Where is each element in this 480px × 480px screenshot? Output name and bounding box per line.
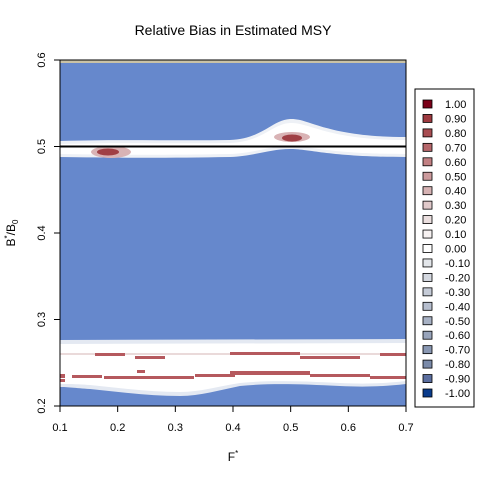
chart-title: Relative Bias in Estimated MSY	[135, 22, 333, 38]
bias-patch-left-core	[97, 148, 119, 156]
legend-swatch	[422, 359, 433, 369]
legend-swatch	[422, 374, 433, 383]
bias-streak	[230, 352, 300, 355]
legend-swatch	[422, 128, 433, 138]
legend-label: 1.00	[445, 99, 466, 111]
legend-label: -0.30	[445, 287, 470, 299]
legend-swatch	[422, 229, 433, 239]
legend-label: -0.20	[445, 272, 470, 284]
bias-streak	[135, 356, 165, 359]
legend-swatch	[422, 316, 433, 326]
bias-streak	[72, 375, 102, 378]
legend-swatch	[422, 258, 433, 268]
legend-label: 0.40	[445, 186, 466, 198]
bias-patch-right-core	[282, 134, 302, 142]
bias-streak	[137, 370, 145, 373]
bias-streak	[60, 379, 65, 382]
legend-label: 0.10	[445, 229, 466, 241]
legend-label: -0.10	[445, 258, 470, 270]
legend-swatch	[422, 142, 433, 152]
legend-swatch	[422, 244, 433, 253]
legend-swatch	[422, 215, 433, 225]
bias-streak	[60, 374, 65, 378]
bias-streak	[370, 376, 406, 379]
legend-swatch	[422, 114, 433, 123]
legend-swatch	[422, 388, 433, 398]
bias-streak	[230, 371, 310, 375]
x-tick-label: 0.6	[341, 422, 356, 434]
legend-label: -0.70	[445, 345, 470, 357]
legend-swatch	[422, 272, 433, 282]
legend-label: 0.80	[445, 128, 466, 140]
x-tick-label: 0.4	[225, 422, 240, 434]
x-axis-label-superscript: *	[235, 449, 238, 458]
legend-label: -1.00	[445, 388, 470, 400]
x-tick-label: 0.2	[110, 422, 125, 434]
legend-label: -0.50	[445, 316, 470, 328]
legend-swatch	[422, 287, 433, 297]
y-tick-label: 0.5	[36, 139, 48, 154]
legend-label: 0.30	[445, 200, 466, 212]
bias-streak	[195, 374, 235, 377]
legend-swatch	[422, 345, 433, 355]
y-tick-label: 0.2	[36, 398, 48, 413]
x-axis-label: F*	[228, 449, 238, 464]
legend-swatch	[422, 157, 433, 167]
x-tick-label: 0.5	[283, 422, 298, 434]
legend-label: -0.40	[445, 301, 470, 313]
legend-label: 0.60	[445, 157, 466, 169]
x-tick-label: 0.3	[168, 422, 183, 434]
x-tick-label: 0.7	[398, 422, 413, 434]
legend-swatch	[422, 301, 433, 311]
legend-label: 0.20	[445, 215, 466, 227]
legend-label: -0.90	[445, 374, 470, 386]
legend-label: 0.50	[445, 171, 466, 183]
bias-streak	[95, 353, 125, 356]
y-tick-label: 0.6	[36, 52, 48, 67]
legend-swatch	[422, 171, 433, 181]
heatmap-top-edge	[60, 60, 406, 63]
y-tick-label: 0.3	[36, 312, 48, 327]
y-tick-label: 0.4	[36, 225, 48, 240]
bias-streak	[310, 374, 370, 377]
bias-streak	[300, 356, 360, 359]
legend-label: -0.80	[445, 359, 470, 371]
legend-label: 0.70	[445, 142, 466, 154]
legend-swatch	[422, 330, 433, 340]
legend-label: 0.00	[445, 244, 466, 256]
x-tick-label: 0.1	[52, 422, 67, 434]
legend-swatch	[422, 200, 433, 210]
legend-label: -0.60	[445, 330, 470, 342]
legend-swatch	[422, 186, 433, 196]
legend-label: 0.90	[445, 113, 466, 125]
bias-streak	[104, 376, 194, 379]
lower-band-core	[60, 343, 406, 392]
bias-streak	[380, 353, 406, 356]
legend-swatch	[422, 99, 433, 109]
y-axis-label: B*/B0	[3, 219, 20, 246]
